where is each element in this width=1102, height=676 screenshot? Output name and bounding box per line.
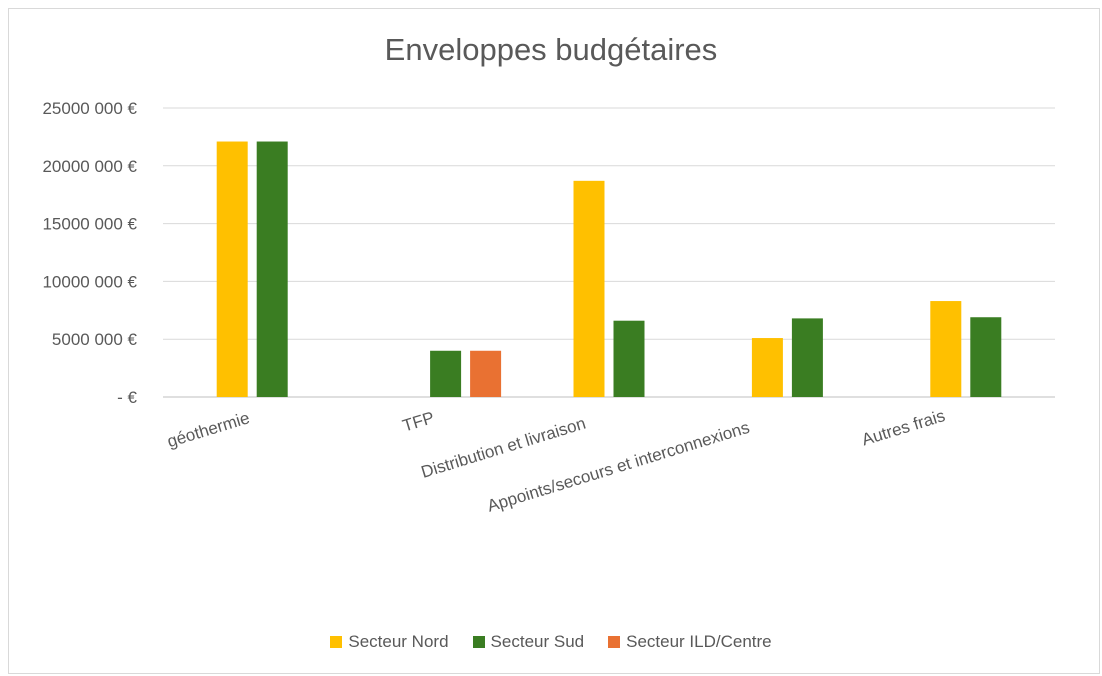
legend-label-sud: Secteur Sud [490, 632, 585, 651]
bar-sud-2 [613, 320, 645, 397]
y-tick-label: 20000 000 € [42, 157, 137, 176]
legend-label-nord: Secteur Nord [348, 632, 449, 651]
legend: Secteur Nord Secteur Sud Secteur ILD/Cen… [0, 632, 1102, 652]
bar-nord-2 [573, 180, 605, 397]
y-tick-label: 10000 000 € [42, 272, 137, 291]
bar-sud-4 [970, 317, 1002, 397]
legend-swatch-nord [330, 636, 343, 648]
chart-title: Enveloppes budgétaires [384, 32, 718, 67]
x-tick-label: Distribution et livraison [419, 414, 588, 482]
legend-item-nord: Secteur Nord [330, 632, 449, 652]
bar-nord-3 [751, 338, 783, 397]
legend-label-ild: Secteur ILD/Centre [626, 632, 772, 651]
x-tick-label: TFP [400, 408, 436, 436]
y-tick-label: 25000 000 € [42, 99, 137, 118]
legend-item-sud: Secteur Sud [472, 632, 585, 652]
y-tick-label: 5000 000 € [52, 330, 138, 349]
bar-ild-1 [470, 350, 502, 397]
bar-nord-0 [216, 141, 248, 397]
chart-frame [8, 8, 1100, 674]
bar-sud-3 [791, 318, 823, 397]
y-tick-label: 15000 000 € [42, 215, 137, 234]
bar-sud-0 [256, 141, 288, 397]
x-tick-label: Autres frais [860, 406, 948, 449]
bar-sud-1 [430, 350, 462, 397]
x-tick-label: géothermie [165, 408, 252, 451]
y-tick-label: - € [117, 388, 137, 407]
legend-swatch-sud [472, 636, 485, 648]
legend-item-ild: Secteur ILD/Centre [608, 632, 772, 652]
bar-nord-4 [930, 301, 962, 397]
legend-swatch-ild [608, 636, 621, 648]
